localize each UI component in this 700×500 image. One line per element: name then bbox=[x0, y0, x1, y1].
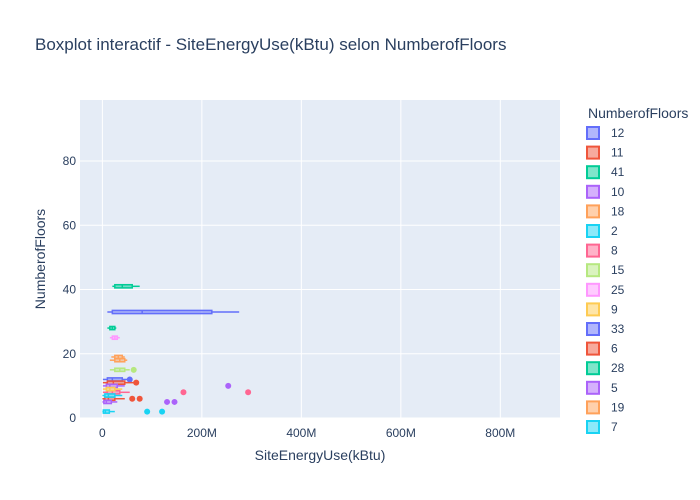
legend-label: 18 bbox=[611, 204, 625, 218]
legend-label: 9 bbox=[611, 302, 618, 316]
legend-label: 25 bbox=[611, 283, 625, 297]
legend-swatch bbox=[586, 322, 600, 336]
legend-swatch bbox=[586, 184, 600, 199]
legend-item-5[interactable]: 5 bbox=[586, 380, 618, 395]
legend-label: 28 bbox=[611, 361, 625, 375]
legend-swatch bbox=[586, 263, 600, 278]
chart-title: Boxplot interactif - SiteEnergyUse(kBtu)… bbox=[35, 35, 506, 54]
legend-label: 12 bbox=[611, 126, 625, 140]
y-tick-label: 80 bbox=[63, 154, 77, 168]
outlier-point bbox=[126, 376, 133, 383]
box-trace-10[interactable] bbox=[102, 382, 232, 389]
gridlines bbox=[80, 100, 560, 419]
x-tick-label: 0 bbox=[99, 426, 106, 440]
box-traces bbox=[102, 283, 252, 415]
x-tick-label: 600M bbox=[386, 426, 416, 440]
outlier-point bbox=[180, 389, 187, 396]
legend-item-19[interactable]: 19 bbox=[586, 400, 625, 415]
outlier-point bbox=[133, 379, 140, 386]
y-tick-label: 40 bbox=[63, 283, 77, 297]
legend-swatch bbox=[586, 341, 600, 356]
legend-item-6[interactable]: 6 bbox=[586, 341, 618, 356]
box-trace-9[interactable] bbox=[102, 386, 123, 392]
legend-item-18[interactable]: 18 bbox=[586, 204, 625, 219]
legend-swatch bbox=[586, 282, 600, 297]
legend-item-11[interactable]: 11 bbox=[586, 145, 624, 160]
outlier-point bbox=[130, 366, 137, 373]
legend-label: 33 bbox=[611, 322, 625, 336]
box-trace-11[interactable] bbox=[102, 379, 140, 386]
legend-swatch bbox=[586, 243, 600, 258]
box-trace-19[interactable] bbox=[111, 354, 125, 360]
box-trace-41[interactable] bbox=[112, 283, 140, 289]
legend-item-15[interactable]: 15 bbox=[586, 263, 625, 278]
box-trace-5[interactable] bbox=[102, 398, 178, 405]
legend-item-2[interactable]: 2 bbox=[586, 224, 618, 238]
legend-swatch bbox=[586, 420, 600, 434]
legend-label: 19 bbox=[611, 400, 625, 414]
legend-swatch bbox=[586, 302, 600, 317]
legend-item-7[interactable]: 7 bbox=[586, 420, 618, 434]
outlier-point bbox=[225, 382, 232, 389]
box-iqr bbox=[104, 393, 116, 398]
legend-label: 2 bbox=[611, 224, 618, 238]
legend-swatch bbox=[586, 145, 600, 160]
outlier-point bbox=[136, 395, 143, 402]
legend-item-25[interactable]: 25 bbox=[586, 282, 625, 297]
outlier-point bbox=[164, 398, 171, 405]
box-trace-7[interactable] bbox=[102, 393, 123, 398]
legend-swatch bbox=[586, 361, 600, 376]
x-axis-ticks: 0 200M 400M 600M 800M bbox=[99, 426, 515, 440]
legend-label: 15 bbox=[611, 263, 625, 277]
legend-label: 41 bbox=[611, 165, 625, 179]
outlier-point bbox=[144, 408, 151, 415]
legend-title: NumberofFloors bbox=[588, 105, 688, 121]
legend-label: 5 bbox=[611, 381, 618, 395]
y-tick-label: 60 bbox=[63, 218, 77, 232]
legend-item-9[interactable]: 9 bbox=[586, 302, 618, 317]
legend-item-28[interactable]: 28 bbox=[586, 361, 625, 376]
legend-label: 6 bbox=[611, 342, 618, 356]
legend-swatch bbox=[586, 400, 600, 415]
box-trace-33[interactable] bbox=[107, 309, 240, 315]
y-tick-label: 20 bbox=[63, 347, 77, 361]
outlier-point bbox=[171, 398, 178, 405]
x-tick-label: 800M bbox=[485, 426, 515, 440]
legend-label: 7 bbox=[611, 420, 618, 434]
x-axis-label: SiteEnergyUse(kBtu) bbox=[255, 447, 386, 463]
box-trace-15[interactable] bbox=[109, 366, 137, 373]
legend-item-8[interactable]: 8 bbox=[586, 243, 618, 258]
x-tick-label: 400M bbox=[286, 426, 316, 440]
box-trace-25[interactable] bbox=[109, 335, 120, 341]
outlier-point bbox=[129, 395, 136, 402]
box-iqr bbox=[102, 409, 111, 414]
box-trace-28[interactable] bbox=[107, 325, 117, 331]
y-axis-ticks: 0 20 40 60 80 bbox=[63, 154, 77, 425]
legend-swatch bbox=[586, 204, 600, 219]
legend-label: 10 bbox=[611, 185, 625, 199]
legend-swatch bbox=[586, 126, 600, 140]
y-axis-label: NumberofFloors bbox=[32, 209, 48, 309]
legend-item-33[interactable]: 33 bbox=[586, 322, 625, 336]
legend-swatch bbox=[586, 224, 600, 238]
box-iqr bbox=[111, 309, 213, 315]
legend-item-12[interactable]: 12 bbox=[586, 126, 625, 140]
legend-item-41[interactable]: 41 bbox=[586, 165, 625, 180]
plot-area bbox=[80, 100, 560, 418]
box-iqr bbox=[114, 283, 133, 289]
legend-swatch bbox=[586, 380, 600, 395]
legend-label: 8 bbox=[611, 244, 618, 258]
box-iqr bbox=[103, 399, 113, 405]
outlier-point bbox=[159, 408, 166, 415]
x-tick-label: 200M bbox=[187, 426, 217, 440]
outlier-point bbox=[245, 389, 252, 396]
legend-label: 11 bbox=[611, 146, 624, 160]
legend-item-10[interactable]: 10 bbox=[586, 184, 625, 199]
legend-swatch bbox=[586, 165, 600, 180]
y-tick-label: 0 bbox=[69, 411, 76, 425]
box-trace-2[interactable] bbox=[102, 408, 166, 415]
